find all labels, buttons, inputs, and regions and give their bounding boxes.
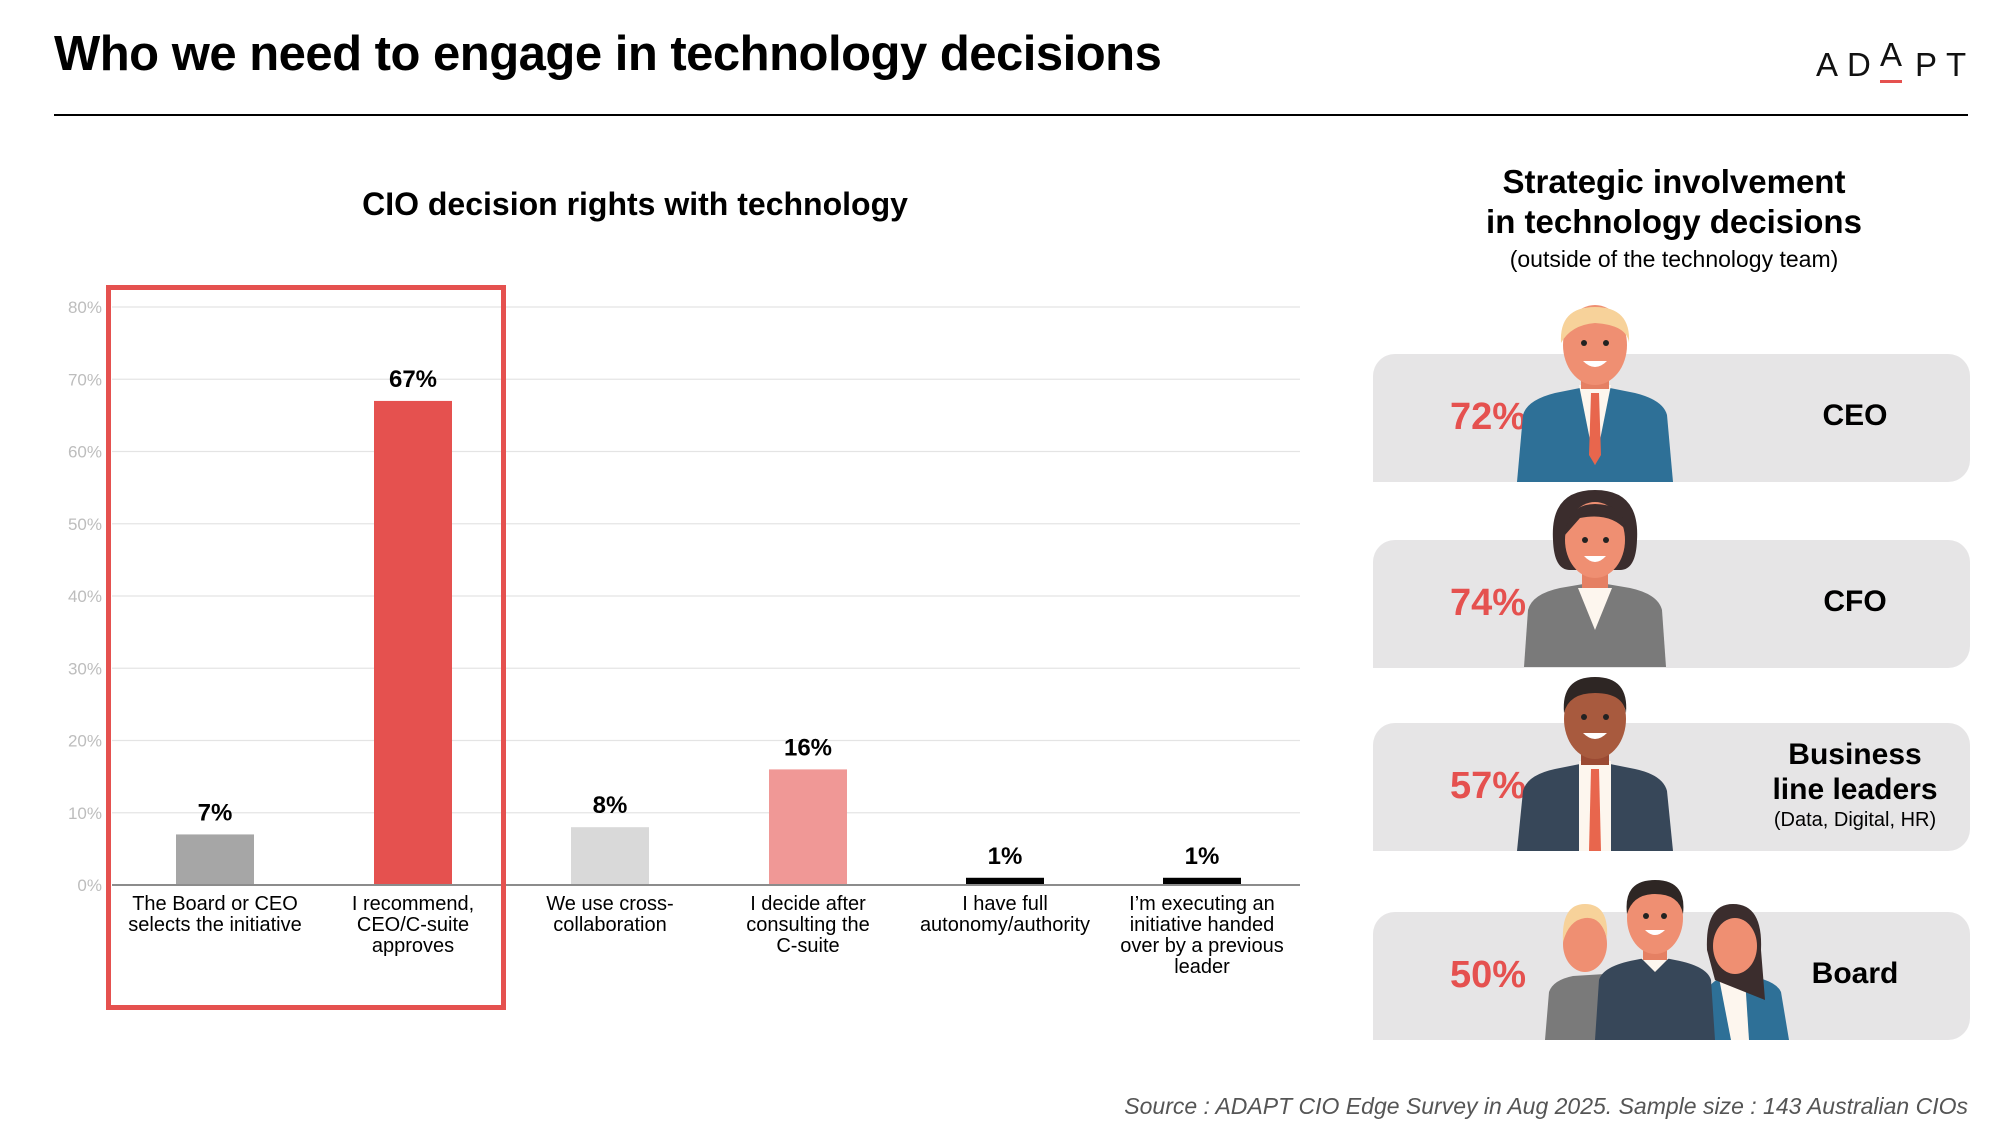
category-label-line: initiative handed <box>1129 914 1275 936</box>
card-percent: 50% <box>1449 954 1527 996</box>
board-group-icon <box>1545 880 1789 1040</box>
source-note: Source : ADAPT CIO Edge Survey in Aug 20… <box>1124 1093 1968 1119</box>
category-label-line: I have full <box>962 893 1048 915</box>
y-tick-label: 10% <box>68 804 102 823</box>
bars <box>176 400 1241 885</box>
bar-value-label: 8% <box>593 792 628 819</box>
value-labels: 7% 67% 8% 16% 1% 1% <box>198 366 1220 870</box>
y-tick-label: 30% <box>68 659 102 678</box>
logo-letter: P <box>1915 46 1938 83</box>
logo-accent-bar <box>1880 80 1902 83</box>
logo-letter: A <box>1880 36 1903 73</box>
y-tick-label: 50% <box>68 515 102 534</box>
x-category-label: The Board or CEO selects the initiative <box>120 894 310 936</box>
x-category-label: I decide after consulting the C-suite <box>713 894 903 957</box>
category-label-line: We use cross- <box>546 893 674 915</box>
title-divider <box>54 114 1968 116</box>
x-category-label: I have full autonomy/authority <box>910 894 1100 936</box>
card-cfo: 74% CFO <box>1373 540 1970 668</box>
category-label-line: CEO/C-suite <box>356 914 470 936</box>
card-ceo: 72% CEO <box>1373 354 1970 482</box>
bar <box>769 769 847 885</box>
cfo-person-icon <box>1524 490 1666 667</box>
category-label-line: leader <box>1174 956 1230 978</box>
y-tick-label: 60% <box>68 443 102 462</box>
bar-value-label: 67% <box>389 366 437 393</box>
category-label-line: approves <box>371 935 455 957</box>
logo-letter: A <box>1816 46 1839 83</box>
x-category-label: I recommend, CEO/C-suite approves <box>318 894 508 957</box>
bar <box>966 877 1044 885</box>
page-title: Who we need to engage in technology deci… <box>54 27 1162 81</box>
card-label: CFO <box>1823 585 1887 618</box>
card-label-line: Business <box>1788 738 1922 771</box>
logo-letter: D <box>1847 46 1871 83</box>
logo-letter: T <box>1946 46 1967 83</box>
x-category-label: I’m executing an initiative handed over by… <box>1107 894 1297 978</box>
category-label-line: over by a previous <box>1120 935 1284 957</box>
bar-value-label: 1% <box>1185 843 1220 870</box>
card-percent: 72% <box>1449 396 1527 438</box>
y-tick-label: 70% <box>68 370 102 389</box>
y-tick-label: 20% <box>68 732 102 751</box>
card-label: Board <box>1811 957 1899 990</box>
card-percent: 74% <box>1449 582 1527 624</box>
y-axis-ticks: 0% 10% 20% 30% 40% 50% 60% 70% 80% <box>68 298 102 895</box>
category-label-line: autonomy/authority <box>919 914 1091 936</box>
card-label-line: line leaders <box>1772 773 1938 806</box>
y-tick-label: 0% <box>77 876 102 895</box>
adapt-logo: A D A P T <box>1816 36 1976 90</box>
category-label-line: collaboration <box>553 914 667 936</box>
card-label: Business line leaders (Data, Digital, HR… <box>1735 737 1975 833</box>
highlight-box <box>106 285 506 1010</box>
category-label-line: C-suite <box>776 935 840 957</box>
bar-value-label: 1% <box>988 843 1023 870</box>
category-label-line: consulting the <box>746 914 870 936</box>
right-panel-title: Strategic involvement in technology deci… <box>1424 162 1924 242</box>
bar <box>176 834 254 885</box>
chart-title: CIO decision rights with technology <box>362 186 908 222</box>
category-label-line: The Board or CEO <box>132 893 298 915</box>
card-percent: 57% <box>1449 765 1527 807</box>
bar-value-label: 7% <box>198 799 233 826</box>
category-label-line: I’m executing an <box>1129 893 1275 915</box>
business-leader-person-icon <box>1517 677 1673 851</box>
y-tick-label: 80% <box>68 298 102 317</box>
category-label-line: selects the initiative <box>128 914 302 936</box>
x-category-label: We use cross-collaboration <box>515 894 705 936</box>
gridlines <box>112 306 1300 814</box>
right-title-line-2: in technology decisions <box>1486 203 1862 240</box>
right-panel-subtitle: (outside of the technology team) <box>1509 246 1839 272</box>
right-title-line-1: Strategic involvement <box>1502 163 1846 200</box>
bar-value-label: 16% <box>784 734 832 761</box>
bar <box>571 827 649 885</box>
y-tick-label: 40% <box>68 587 102 606</box>
bar <box>1163 877 1241 885</box>
category-label-line: I recommend, <box>351 893 475 915</box>
card-sublabel: (Data, Digital, HR) <box>1773 809 1937 831</box>
category-label-line: I decide after <box>750 893 866 915</box>
bar-chart: 0% 10% 20% 30% 40% 50% 60% 70% 80% 7% 67% 8% 16% 1% 1… <box>68 298 1300 895</box>
ceo-person-icon <box>1517 305 1673 482</box>
card-label: CEO <box>1822 399 1888 432</box>
card-business-leaders: 57% Business line leaders (Data, Digital… <box>1373 723 1970 851</box>
bar <box>374 400 452 885</box>
